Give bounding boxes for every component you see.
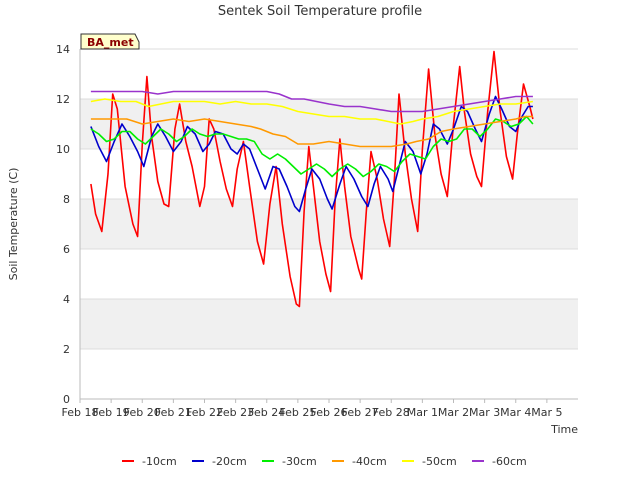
- legend-label-50cm: -50cm: [422, 455, 457, 468]
- series-line-40cm: [90, 115, 533, 148]
- chart-title: Sentek Soil Temperature profile: [218, 4, 422, 19]
- badge-box: [80, 33, 140, 50]
- x-tick-label: Mar 4: [500, 406, 531, 419]
- y-tick-label: 2: [63, 343, 70, 356]
- y-tick-label: 10: [56, 143, 70, 156]
- x-tick-label: Feb 25: [279, 406, 316, 419]
- plot-band: [80, 199, 578, 249]
- x-tick-label: Feb 28: [373, 406, 410, 419]
- x-tick-label: Feb 20: [124, 406, 161, 419]
- legend-label-10cm: -10cm: [142, 455, 177, 468]
- station-badge: BA_met: [80, 33, 140, 50]
- legend-label-40cm: -40cm: [352, 455, 387, 468]
- series-line-60cm: [90, 90, 533, 113]
- series-line-10cm: [90, 50, 534, 308]
- y-tick-label: 12: [56, 93, 70, 106]
- series-line-30cm: [90, 115, 534, 178]
- y-tick-label: 6: [63, 243, 70, 256]
- x-tick-label: Feb 22: [186, 406, 223, 419]
- legend: -10cm -20cm -30cm -40cm -50cm -60cm: [122, 455, 527, 468]
- legend-label-20cm: -20cm: [212, 455, 247, 468]
- plot-band: [80, 249, 578, 299]
- x-tick-label: Mar 3: [469, 406, 500, 419]
- y-axis-ticks: 0 2 4 6 8 10 12 14: [56, 43, 70, 406]
- x-tick-label: Feb 26: [311, 406, 348, 419]
- x-tick-label: Feb 24: [248, 406, 285, 419]
- y-tick-label: 8: [63, 193, 70, 206]
- badge-label: BA_met: [87, 36, 134, 49]
- x-tick-label: Feb 18: [62, 406, 99, 419]
- series-lines: [90, 50, 534, 308]
- y-tick-label: 0: [63, 393, 70, 406]
- legend-label-30cm: -30cm: [282, 455, 317, 468]
- y-tick-label: 4: [63, 293, 70, 306]
- plot-band: [80, 349, 578, 399]
- series-line-50cm: [90, 98, 534, 125]
- legend-label-60cm: -60cm: [492, 455, 527, 468]
- plot-band: [80, 99, 578, 149]
- x-tick-label: Feb 23: [217, 406, 254, 419]
- plot-background: [80, 49, 578, 399]
- plot-band: [80, 49, 578, 99]
- series-line-20cm: [90, 95, 533, 213]
- x-axis-label: Time: [550, 423, 578, 436]
- plot-band: [80, 299, 578, 349]
- x-tick-label: Feb 19: [93, 406, 130, 419]
- x-tick-label: Mar 1: [407, 406, 438, 419]
- x-tick-label: Feb 21: [155, 406, 192, 419]
- x-tick-label: Mar 5: [531, 406, 562, 419]
- y-axis-label: Soil Temperature (C): [7, 168, 20, 281]
- x-tick-label: Feb 27: [342, 406, 379, 419]
- x-tick-label: Mar 2: [438, 406, 469, 419]
- y-tick-label: 14: [56, 43, 70, 56]
